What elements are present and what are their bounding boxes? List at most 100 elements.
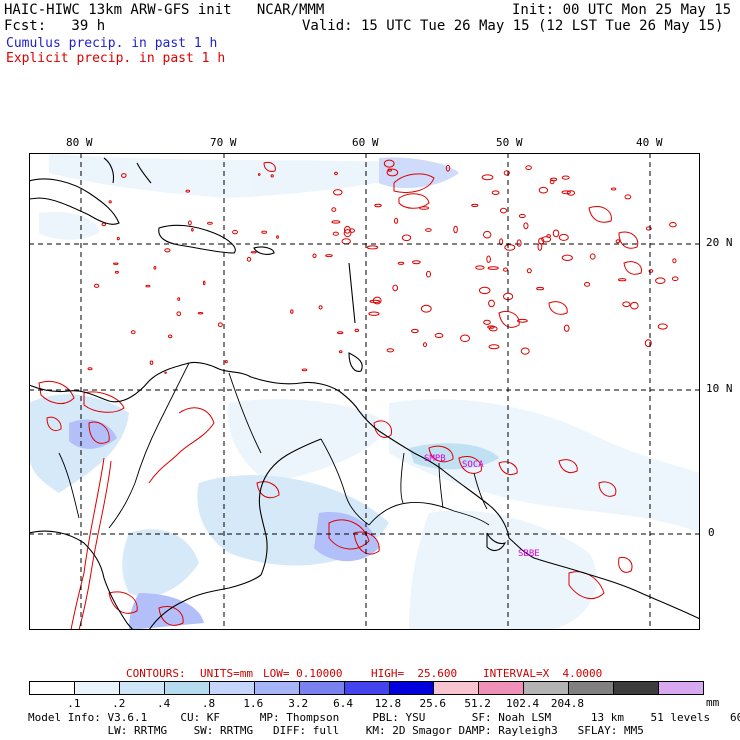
precip-cell xyxy=(207,221,213,225)
contours-units: UNITS=mm xyxy=(200,667,253,680)
colorbar xyxy=(29,681,704,695)
precip-cell xyxy=(499,207,508,214)
precip-cell xyxy=(520,347,530,355)
precip-cell xyxy=(622,301,631,307)
precip-cell xyxy=(250,251,257,254)
precip-cell xyxy=(344,225,351,234)
country-borders xyxy=(58,362,490,529)
precip-cell xyxy=(338,350,343,354)
lat-label-0: 0 xyxy=(708,526,715,539)
colorbar-tick-label: 12.8 xyxy=(374,697,402,710)
precip-cell xyxy=(589,253,596,260)
precip-cell xyxy=(164,371,167,374)
precip-cell xyxy=(488,344,500,350)
colorbar-tick-label: 102.4 xyxy=(505,697,540,710)
precip-cell xyxy=(552,229,560,238)
precip-cell xyxy=(517,318,528,323)
precip-cell xyxy=(561,254,573,262)
legend-explicit: Explicit precip. in past 1 h xyxy=(6,51,226,66)
precip-cell xyxy=(561,190,571,195)
precip-cell xyxy=(412,260,421,265)
precip-cell xyxy=(426,270,431,278)
colorbar-swatch xyxy=(434,682,480,694)
colorbar-swatch xyxy=(164,682,210,694)
precip-cell xyxy=(325,254,333,258)
lat-label-20n: 20 N xyxy=(706,236,733,249)
station-label-soca: SOCA xyxy=(462,460,484,470)
precip-cell xyxy=(471,203,479,208)
precip-cell xyxy=(301,368,308,372)
precip-cell xyxy=(202,280,206,286)
precip-cell xyxy=(523,222,529,230)
precip-cell xyxy=(671,276,679,281)
precip-cell xyxy=(526,268,532,274)
precip-cell xyxy=(145,284,151,288)
precip-cell xyxy=(168,334,173,339)
precip-cell xyxy=(149,360,154,365)
precip-cell xyxy=(217,322,223,327)
colorbar-tick-label: .8 xyxy=(201,697,216,710)
colorbar-swatch xyxy=(299,682,345,694)
precip-cell xyxy=(503,170,510,176)
lon-label-50w: 50 W xyxy=(496,136,523,149)
contours-low: LOW= 0.10000 xyxy=(263,667,343,680)
contours-label: CONTOURS: xyxy=(126,667,186,680)
precip-cell xyxy=(374,203,382,208)
precip-cell xyxy=(618,278,627,282)
precip-cell xyxy=(486,255,491,263)
colorbar-tick-label: 1.6 xyxy=(243,697,264,710)
precip-cell xyxy=(423,342,427,348)
colorbar-tick-label: 3.2 xyxy=(288,697,309,710)
precip-cell xyxy=(655,277,666,284)
precip-cell xyxy=(558,233,569,241)
lat-label-10n: 10 N xyxy=(706,382,733,395)
colorbar-swatch xyxy=(344,682,390,694)
precip-cell xyxy=(401,234,412,242)
precip-cell xyxy=(113,262,119,265)
colorbar-tick-label: 204.8 xyxy=(550,697,584,710)
precip-cell xyxy=(366,245,379,250)
precip-cell xyxy=(232,229,238,235)
precip-cell xyxy=(503,267,508,272)
precip-cell xyxy=(644,339,652,348)
colorbar-tick-label: 25.6 xyxy=(419,697,447,710)
precip-cell xyxy=(121,173,127,178)
lat-lon-grid xyxy=(29,153,700,630)
colorbar-swatch xyxy=(479,682,525,694)
precip-cell xyxy=(549,179,555,185)
precip-cell xyxy=(114,270,120,274)
precip-cell xyxy=(246,256,252,262)
colorbar-tick-label: 6.4 xyxy=(333,697,353,710)
precip-cell xyxy=(487,266,499,270)
precip-cell xyxy=(270,174,274,178)
precip-cell xyxy=(419,206,430,210)
station-label-sbbe: SBBE xyxy=(518,549,540,559)
precip-cell xyxy=(624,194,632,200)
colorbar-swatch xyxy=(614,682,660,694)
precip-cell xyxy=(392,284,399,292)
init-time: Init: 00 UTC Mon 25 May 15 xyxy=(512,2,732,18)
precip-cell xyxy=(368,311,380,316)
precip-cell xyxy=(491,190,500,196)
precip-cell xyxy=(483,319,491,325)
lon-label-40w: 40 W xyxy=(636,136,663,149)
precip-cell xyxy=(290,309,294,314)
precip-cell xyxy=(177,297,181,301)
precip-cell xyxy=(369,299,381,303)
precip-cell xyxy=(536,286,545,291)
precip-cell xyxy=(197,312,204,315)
model-info-line1: Model Info: V3.6.1 CU: KF MP: Thompson P… xyxy=(28,711,740,724)
scattered-explicit-cells xyxy=(87,159,679,374)
precip-cell xyxy=(499,238,504,246)
precip-cell xyxy=(188,220,192,226)
precip-cell xyxy=(257,173,261,176)
precip-cell xyxy=(672,258,677,264)
precip-cell xyxy=(453,225,458,234)
precip-cell xyxy=(425,228,432,232)
colorbar-swatch xyxy=(254,682,300,694)
precip-cell xyxy=(153,266,157,270)
colorbar-unit: mm xyxy=(706,696,720,709)
precip-cell xyxy=(475,265,485,270)
precip-cell xyxy=(445,164,451,172)
contours-interval: INTERVAL=X 4.0000 xyxy=(483,667,603,680)
